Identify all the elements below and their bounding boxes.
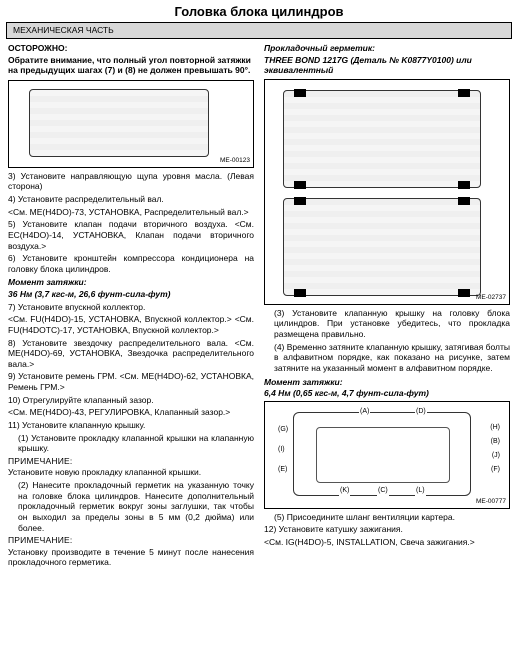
step-11-1: (1) Установите прокладку клапанной крышк…: [8, 433, 254, 454]
arrow-icon: [294, 181, 306, 189]
arrow-icon: [458, 89, 470, 97]
bolt-b: (B): [490, 438, 501, 447]
warning-text: Обратите внимание, что полный угол повто…: [8, 55, 254, 76]
bolt-l: (L): [415, 487, 426, 496]
arrow-icon: [458, 181, 470, 189]
bolt-i: (I): [277, 446, 286, 455]
warning-label: ОСТОРОЖНО:: [8, 43, 254, 54]
torque-label-r: Момент затяжки:: [264, 377, 510, 388]
step-3: 3) Установите направляющую щупа уровня м…: [8, 171, 254, 192]
bolt-f: (F): [490, 466, 501, 475]
bolt-e: (E): [277, 466, 288, 475]
figure-code: ME-00123: [220, 157, 250, 165]
page-title: Головка блока цилиндров: [0, 0, 518, 22]
note-label-2: ПРИМЕЧАНИЕ:: [8, 535, 254, 546]
sealant-title: Прокладочный герметик:: [264, 43, 510, 54]
step-5: 5) Установите клапан подачи вторичного в…: [8, 219, 254, 251]
step-7: 7) Установите впускной коллектор.: [8, 302, 254, 313]
step-11: 11) Установите клапанную крышку.: [8, 420, 254, 431]
bolt-j: (J): [491, 452, 501, 461]
arrow-icon: [294, 289, 306, 297]
valve-cover-drawing-icon: [293, 412, 471, 496]
step-12a: 12) Установите катушку зажигания.: [264, 524, 510, 535]
arrow-icon: [294, 89, 306, 97]
right-column: Прокладочный герметик: THREE BOND 1217G …: [264, 43, 510, 570]
step-10a: 10) Отрегулируйте клапанный зазор.: [8, 395, 254, 406]
step-r5: (5) Присоедините шланг вентиляции картер…: [264, 512, 510, 523]
arrow-icon: [458, 197, 470, 205]
left-column: ОСТОРОЖНО: Обратите внимание, что полный…: [8, 43, 254, 570]
step-10b: <См. ME(H4DO)-43, РЕГУЛИРОВКА, Клапанный…: [8, 407, 254, 418]
step-9: 9) Установите ремень ГРМ. <См. ME(H4DO)-…: [8, 371, 254, 392]
bolt-a: (A): [359, 408, 370, 417]
figure-cylinder-head-1: ME-00123: [8, 80, 254, 168]
sealant-spec: THREE BOND 1217G (Деталь № K0877Y0100) и…: [264, 55, 510, 76]
step-7b: <См. FU(H4DO)-15, УСТАНОВКА, Впускной ко…: [8, 314, 254, 335]
bolt-h: (H): [489, 424, 501, 433]
step-12b: <См. IG(H4DO)-5, INSTALLATION, Свеча заж…: [264, 537, 510, 548]
step-4b: <См. ME(H4DO)-73, УСТАНОВКА, Распределит…: [8, 207, 254, 218]
torque-value-r: 6,4 Нм (0,65 кгс-м, 4,7 фунт-сила-фут): [264, 388, 510, 399]
torque-value: 36 Нм (3,7 кгс-м, 26,6 фунт-сила-фут): [8, 289, 254, 300]
note-text-1: Установите новую прокладку клапанной кры…: [8, 467, 254, 478]
note-label-1: ПРИМЕЧАНИЕ:: [8, 456, 254, 467]
note-text-2: Установку производите в течение 5 минут …: [8, 547, 254, 568]
step-6: 6) Установите кронштейн компрессора конд…: [8, 253, 254, 274]
figure-valve-cover: (A) (D) (H) (B) (J) (F) (L) (C) (K) (E) …: [264, 401, 510, 509]
step-r3: (3) Установите клапанную крышку на голов…: [264, 308, 510, 340]
figure-cylinder-head-2: ME-02737: [264, 79, 510, 305]
section-header: МЕХАНИЧЕСКАЯ ЧАСТЬ: [6, 22, 512, 39]
engine-drawing-bottom-icon: [283, 198, 481, 296]
figure-code: ME-00777: [476, 498, 506, 506]
bolt-c: (C): [377, 487, 389, 496]
engine-drawing-icon: [29, 89, 209, 157]
bolt-d: (D): [415, 408, 427, 417]
arrow-icon: [294, 197, 306, 205]
arrow-icon: [458, 289, 470, 297]
bolt-k: (K): [339, 487, 350, 496]
two-column-layout: ОСТОРОЖНО: Обратите внимание, что полный…: [0, 43, 518, 570]
step-8: 8) Установите звездочку распределительно…: [8, 338, 254, 370]
step-r4: (4) Временно затяните клапанную крышку, …: [264, 342, 510, 374]
step-11-2: (2) Нанесите прокладочный герметик на ук…: [8, 480, 254, 533]
bolt-g: (G): [277, 426, 289, 435]
figure-code: ME-02737: [476, 294, 506, 302]
step-4a: 4) Установите распределительный вал.: [8, 194, 254, 205]
torque-label: Момент затяжки:: [8, 277, 254, 288]
engine-drawing-top-icon: [283, 90, 481, 188]
